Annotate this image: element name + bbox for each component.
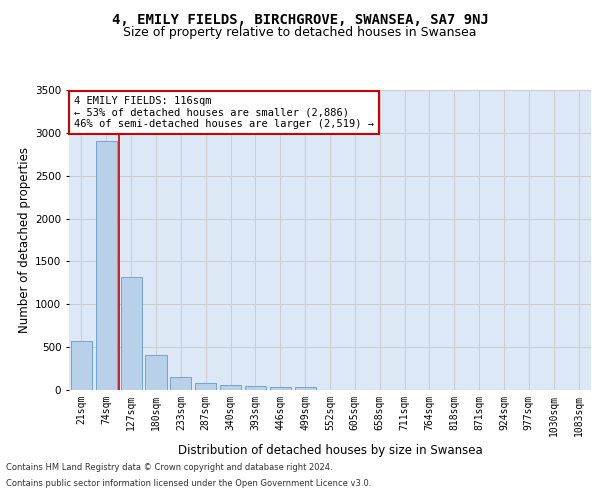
Bar <box>245 386 266 390</box>
Text: Contains public sector information licensed under the Open Government Licence v3: Contains public sector information licen… <box>6 478 371 488</box>
Bar <box>220 386 241 390</box>
Text: 4, EMILY FIELDS, BIRCHGROVE, SWANSEA, SA7 9NJ: 4, EMILY FIELDS, BIRCHGROVE, SWANSEA, SA… <box>112 12 488 26</box>
Bar <box>195 383 216 390</box>
X-axis label: Distribution of detached houses by size in Swansea: Distribution of detached houses by size … <box>178 444 482 458</box>
Bar <box>270 386 291 390</box>
Bar <box>96 142 117 390</box>
Text: Size of property relative to detached houses in Swansea: Size of property relative to detached ho… <box>123 26 477 39</box>
Text: Contains HM Land Registry data © Crown copyright and database right 2024.: Contains HM Land Registry data © Crown c… <box>6 464 332 472</box>
Bar <box>71 340 92 390</box>
Bar <box>170 377 191 390</box>
Bar <box>145 355 167 390</box>
Text: 4 EMILY FIELDS: 116sqm
← 53% of detached houses are smaller (2,886)
46% of semi-: 4 EMILY FIELDS: 116sqm ← 53% of detached… <box>74 96 374 129</box>
Bar <box>295 387 316 390</box>
Bar <box>121 277 142 390</box>
Y-axis label: Number of detached properties: Number of detached properties <box>18 147 31 333</box>
